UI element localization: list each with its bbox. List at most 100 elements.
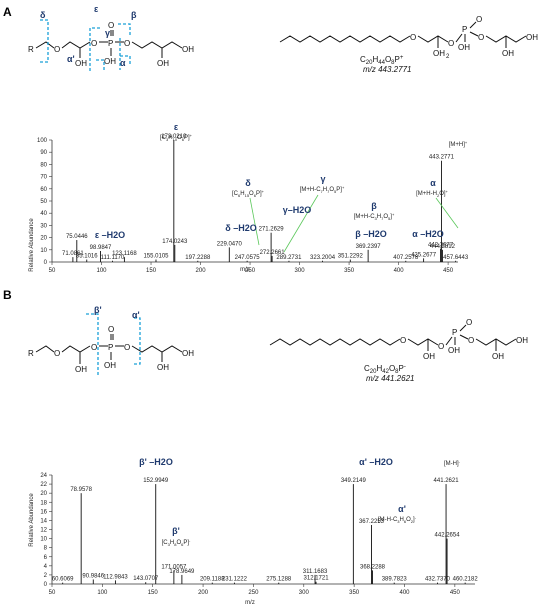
spec-a-peak-label: 197.2288: [185, 255, 211, 261]
spec-b-ytick-label: 10: [40, 537, 47, 543]
spec-b-ytick-label: 4: [44, 564, 48, 570]
svg-text:OH: OH: [182, 349, 194, 358]
anno-a-alpha-ion: [M+H-H2O]+: [416, 189, 448, 198]
panel-b-structure-left: R O OH O P O OH O OH OH β' α': [28, 305, 194, 376]
spec-b-peak-label: 460.2182: [453, 577, 479, 583]
anno-b-alpha-prime-ion: [M-H-C3H6O2]-: [378, 515, 417, 524]
svg-text:R: R: [28, 45, 34, 54]
spec-b-ytick-label: 0: [44, 582, 48, 588]
svg-text:O: O: [410, 33, 416, 42]
panel-a-ylabel: Relative Abundance: [29, 218, 35, 272]
spec-b-peak-label: 441.2621: [434, 478, 460, 484]
spec-b-ytick-label: 12: [40, 528, 47, 534]
spec-a-ytick-label: 10: [40, 248, 47, 254]
spec-a-peak-label: 247.0575: [235, 255, 261, 261]
panel-a-letter: A: [3, 5, 12, 19]
anno-a-alpha: α: [430, 178, 436, 188]
svg-text:O: O: [124, 39, 130, 48]
svg-text:OH: OH: [492, 352, 504, 361]
spec-a-peak-label: 351.2292: [338, 254, 364, 260]
panel-b-mz-label: m/z 441.2621: [366, 374, 414, 383]
spec-b-peak-label: 60.6069: [52, 577, 74, 583]
svg-text:O: O: [400, 336, 406, 345]
svg-text:P: P: [108, 343, 113, 352]
panel-a-cut-alpha-prime: α': [67, 54, 75, 64]
panel-a-structure-left: R O OH O P O OH O OH OH δ ε β γ α' α: [28, 4, 194, 72]
spec-a-peak-label: 85.1016: [76, 254, 98, 260]
spec-b-ytick-label: 16: [40, 509, 47, 515]
spec-b-peak-label: 312.1721: [304, 576, 330, 582]
spec-b-ytick-label: 6: [44, 555, 48, 561]
svg-text:O: O: [468, 336, 474, 345]
panel-b-annotations: β' –H2O α' –H2O [M-H]- α' [M-H-C3H6O2]- …: [139, 457, 460, 547]
anno-a-epsilon-ion: [C3H10O6P]+: [160, 133, 193, 142]
panel-a-cut-alpha: α: [120, 58, 126, 68]
anno-b-beta-prime-h2o: β' –H2O: [139, 457, 173, 467]
spec-a-xtick-label: 50: [49, 268, 56, 274]
svg-text:P: P: [452, 328, 457, 337]
svg-text:O: O: [124, 343, 130, 352]
spec-a-xtick-label: 450: [443, 268, 454, 274]
svg-text:R: R: [28, 349, 34, 358]
anno-a-mh-ion: [M+H]+: [449, 140, 468, 148]
spec-b-peak-label: 275.1288: [266, 577, 292, 583]
svg-text:P: P: [108, 39, 113, 48]
panel-b-formula: C20H42O8P-: [364, 364, 406, 375]
spec-b-peak-label: 432.7370: [425, 577, 451, 583]
anno-a-delta-h2o: δ –H2O: [225, 223, 256, 233]
anno-b-alpha-prime-h2o: α' –H2O: [359, 457, 393, 467]
spec-a-xtick-label: 200: [196, 268, 207, 274]
panel-a-cut-epsilon: ε: [94, 4, 99, 14]
spec-b-xtick-label: 100: [97, 590, 108, 596]
spec-b-peak-label: 209.1188: [200, 577, 225, 583]
anno-a-epsilon: ε: [174, 122, 179, 132]
spec-b-peak-label: 368.2288: [360, 564, 386, 570]
svg-text:OH: OH: [433, 49, 445, 58]
spec-a-xtick-label: 250: [245, 268, 256, 274]
svg-text:O: O: [466, 318, 472, 327]
spec-a-peak-label: 98.9847: [90, 245, 112, 251]
svg-text:O: O: [448, 39, 454, 48]
panel-b-structure-right: O OH O P O OH O OH OH: [269, 318, 528, 361]
svg-text:OH: OH: [448, 346, 460, 355]
spec-a-peak-label: 444.2812: [430, 244, 456, 250]
spec-b-ytick-label: 18: [40, 500, 47, 506]
anno-b-beta-prime: β': [172, 526, 180, 536]
anno-a-delta-ion: [C6H15O6P]+: [232, 189, 265, 198]
spec-a-peak-label: 75.0446: [66, 234, 88, 240]
anno-a-gamma: γ: [320, 174, 325, 184]
spec-a-peak-label: 369.2397: [356, 244, 382, 250]
anno-a-beta-h2o: β –H2O: [355, 229, 387, 239]
spec-b-ytick-label: 2: [44, 573, 48, 579]
spec-a-peak-label: 271.2629: [259, 227, 285, 233]
spec-a-peak-label: 272.2661: [260, 250, 286, 256]
svg-text:OH: OH: [458, 43, 470, 52]
spec-a-ytick-label: 90: [40, 150, 47, 156]
spec-b-peak-label: 78.9578: [70, 487, 92, 493]
spec-a-peak-label: 289.2731: [276, 255, 302, 261]
anno-a-gamma-h2o: γ–H2O: [283, 205, 312, 215]
spec-a-peak-label: 174.0243: [162, 239, 188, 245]
spec-b-peak-label: 171.0057: [161, 564, 187, 570]
spec-b-peak-label: 367.2253: [359, 519, 385, 525]
anno-a-beta: β: [371, 201, 377, 211]
spec-a-ytick-label: 50: [40, 199, 47, 205]
spec-b-peak-label: 143.0707: [133, 576, 159, 582]
spec-a-ytick-label: 100: [37, 138, 48, 144]
svg-text:OH: OH: [182, 45, 194, 54]
anno-a-beta-ion: [M+H-C3H7O5]+: [354, 212, 395, 221]
svg-text:O: O: [91, 343, 97, 352]
spec-a-ytick-label: 80: [40, 162, 47, 168]
spec-b-xtick-label: 450: [450, 590, 461, 596]
spec-b-xtick-label: 400: [399, 590, 410, 596]
panel-b-xlabel: m/z: [245, 600, 255, 606]
anno-b-alpha-prime: α': [398, 504, 406, 514]
anno-a-gamma-ion: [M+H-C7H7O5P]+: [300, 185, 345, 194]
spec-a-peak-label: 457.6443: [443, 255, 469, 261]
spec-b-ytick-label: 24: [40, 473, 47, 479]
anno-a-alpha-h2o: α –H2O: [412, 229, 444, 239]
svg-text:OH: OH: [157, 59, 169, 68]
spec-b-peak-label: 442.2654: [435, 533, 461, 539]
spec-a-ytick-label: 30: [40, 223, 47, 229]
